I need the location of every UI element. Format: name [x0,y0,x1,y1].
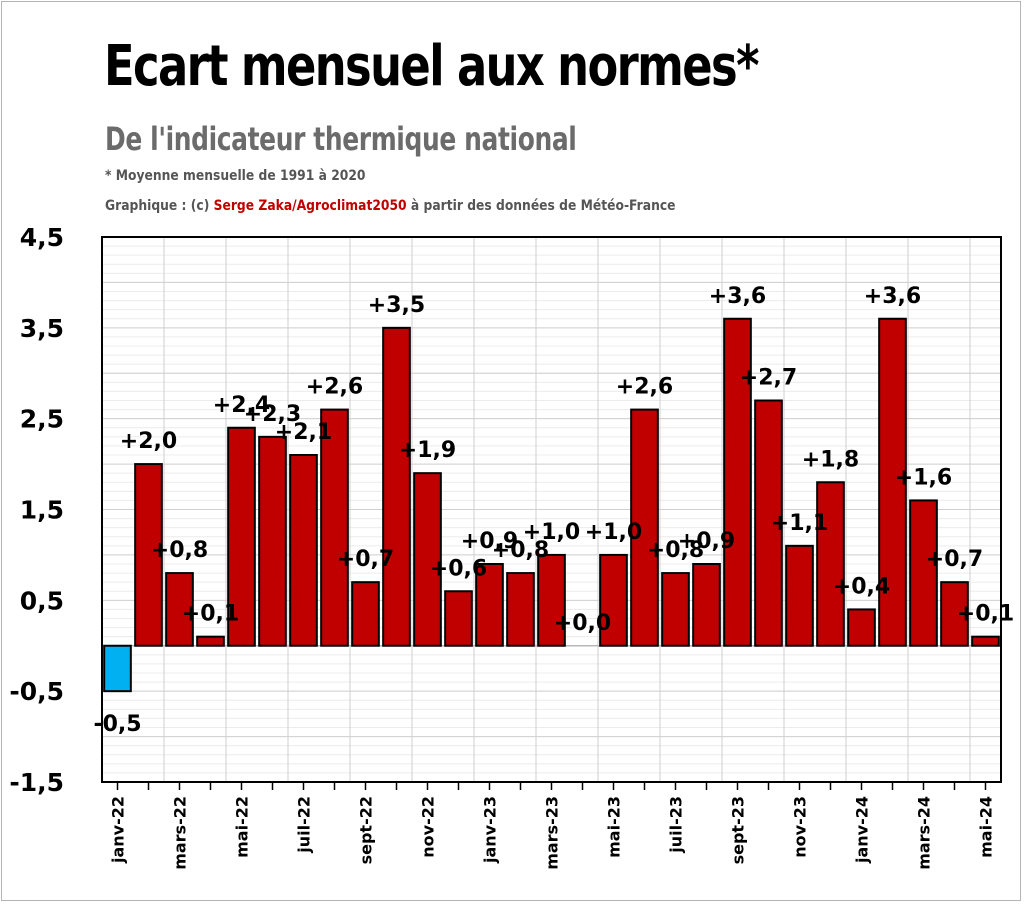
data-label: +0,7 [337,547,394,572]
bar-déc-22 [444,590,473,647]
x-tick-label: nov-23 [791,796,810,858]
x-tick-label: mai-24 [977,796,996,858]
bar-août-22 [320,408,349,647]
bar-avr-24 [940,581,969,647]
bar-sept-23 [723,317,752,647]
data-label: +1,9 [399,438,456,463]
x-tick-label: mars-22 [171,796,190,870]
bar-avr-22 [196,635,225,647]
data-label: +0,0 [554,611,611,636]
bar-févr-24 [878,317,907,647]
bar-févr-23 [506,572,535,647]
y-tick-label: 4,5 [20,223,64,252]
data-label: +0,9 [678,529,735,554]
y-tick-label: 3,5 [20,314,64,343]
data-label: +0,1 [957,602,1014,627]
y-tick-label: -0,5 [9,677,64,706]
x-tick-label: juil-23 [667,796,686,854]
data-label: +0,4 [833,574,890,599]
chart-title: Ecart mensuel aux normes* [104,34,760,99]
data-label: +0,1 [182,602,239,627]
bar-juin-22 [258,435,287,647]
credit-author: Serge Zaka/Agroclimat2050 [213,198,407,214]
x-tick-label: mai-22 [233,796,252,858]
data-label: +3,6 [864,284,921,309]
data-label: +1,1 [771,511,828,536]
data-label: +2,3 [244,402,301,427]
x-tick-label: mars-23 [543,796,562,870]
data-label: +2,7 [740,366,797,391]
x-tick-label: janv-23 [481,796,500,864]
data-label: -0,5 [93,712,141,737]
data-label: +1,0 [585,520,642,545]
y-tick-label: -1,5 [9,768,64,797]
bar-juil-23 [661,572,690,647]
data-label: +0,7 [926,547,983,572]
bar-juin-23 [630,408,659,647]
data-label: +2,0 [120,429,177,454]
data-label: +0,9 [461,529,518,554]
data-label: +1,8 [802,447,859,472]
x-tick-label: sept-22 [357,796,376,864]
bar-mai-24 [971,635,1000,647]
credit-prefix: Graphique : (c) [105,198,214,214]
bar-oct-23 [754,399,783,647]
bar-sept-22 [351,581,380,647]
x-tick-label: janv-22 [109,796,128,864]
data-label: +2,4 [213,393,270,418]
x-tick-label: janv-24 [853,796,872,864]
y-tick-label: 0,5 [20,586,64,615]
bar-févr-22 [134,463,163,647]
data-label: +0,8 [492,538,549,563]
data-label: +1,0 [523,520,580,545]
x-tick-label: mai-23 [605,796,624,858]
chart-note: * Moyenne mensuelle de 1991 à 2020 [105,168,366,184]
bar-mars-22 [165,572,194,647]
bar-mars-24 [909,499,938,647]
x-tick-label: nov-22 [419,796,438,858]
bar-janv-22 [103,644,132,693]
x-tick-label: mars-24 [915,796,934,870]
data-label: +3,6 [709,284,766,309]
data-label: +2,6 [306,375,363,400]
data-label: +2,6 [616,375,673,400]
data-label: +0,8 [647,538,704,563]
bar-nov-23 [785,544,814,647]
data-label: +0,6 [430,556,487,581]
credit-suffix: à partir des données de Météo-France [406,198,676,214]
bar-mai-22 [227,426,256,647]
chart-subtitle: De l'indicateur thermique national [105,120,577,158]
bar-mars-23 [537,553,566,647]
bar-janv-24 [847,608,876,647]
data-label: +0,8 [151,538,208,563]
bar-déc-23 [816,481,845,647]
bar-nov-22 [413,472,442,647]
bar-janv-23 [475,563,504,647]
bar-oct-22 [382,326,411,647]
bar-mai-23 [599,553,628,647]
chart-credit: Graphique : (c) Serge Zaka/Agroclimat205… [105,198,676,214]
y-tick-label: 1,5 [20,496,64,525]
data-label: +3,5 [368,293,425,318]
x-tick-label: juil-22 [295,796,314,854]
data-label: +1,6 [895,465,952,490]
bar-août-23 [692,563,721,647]
bar-juil-22 [289,454,318,647]
y-tick-label: 2,5 [20,405,64,434]
data-label: +2,1 [275,420,332,445]
x-tick-label: sept-23 [729,796,748,864]
